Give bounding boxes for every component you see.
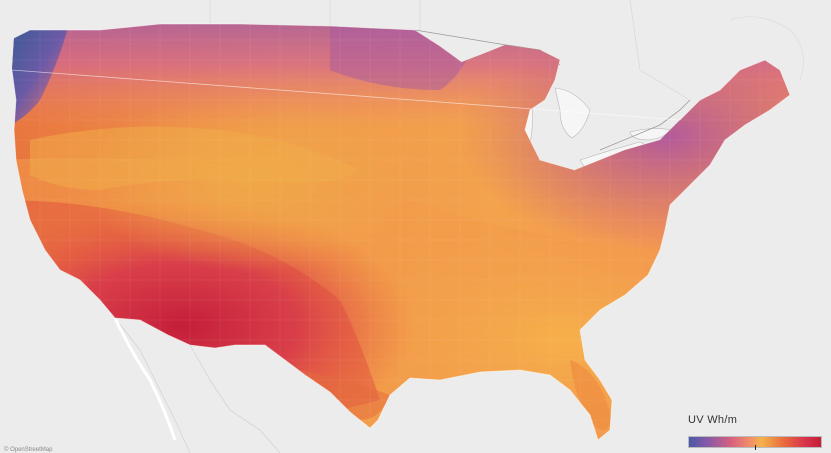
map-attribution: © OpenStreetMap xyxy=(4,447,53,453)
legend-title: UV Wh/m xyxy=(688,414,738,426)
uv-legend: UV Wh/m xyxy=(684,414,826,450)
legend-tick-mark xyxy=(755,445,756,450)
